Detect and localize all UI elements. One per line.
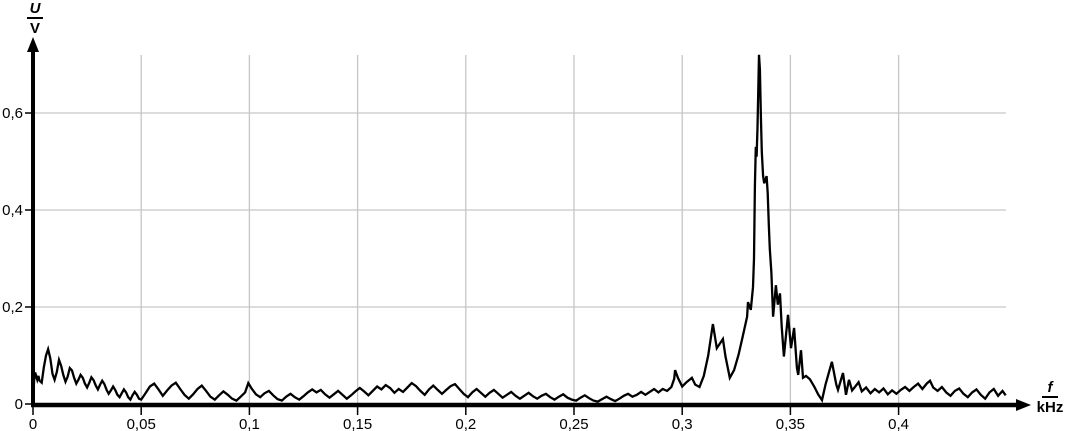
x-tick-label: 0,25 (559, 416, 588, 431)
x-axis-label-denominator: kHz (1036, 399, 1064, 416)
x-axis-arrow-icon (1016, 399, 1031, 411)
x-axis-label: f kHz (1032, 380, 1068, 415)
x-tick-label: 0,05 (127, 416, 156, 431)
x-tick-label: 0,35 (776, 416, 805, 431)
y-axis-label: U V (18, 1, 52, 36)
y-tick-label: 0 (15, 396, 23, 413)
x-tick-label: 0,1 (239, 416, 260, 431)
x-tick-label: 0,2 (455, 416, 476, 431)
y-axis-label-numerator: U (26, 1, 44, 19)
x-tick-label: 0,3 (672, 416, 693, 431)
y-tick-label: 0,6 (2, 105, 23, 122)
x-tick-label: 0,4 (888, 416, 909, 431)
x-tick-label: 0 (29, 416, 37, 431)
x-tick-label: 0,15 (343, 416, 372, 431)
x-axis-label-numerator: f (1042, 380, 1058, 398)
y-tick-label: 0,4 (2, 202, 23, 219)
spectrum-curve (31, 54, 1007, 403)
y-axis-arrow-icon (27, 37, 39, 52)
y-axis-label-denominator: V (29, 20, 40, 37)
y-tick-label: 0,2 (2, 299, 23, 316)
